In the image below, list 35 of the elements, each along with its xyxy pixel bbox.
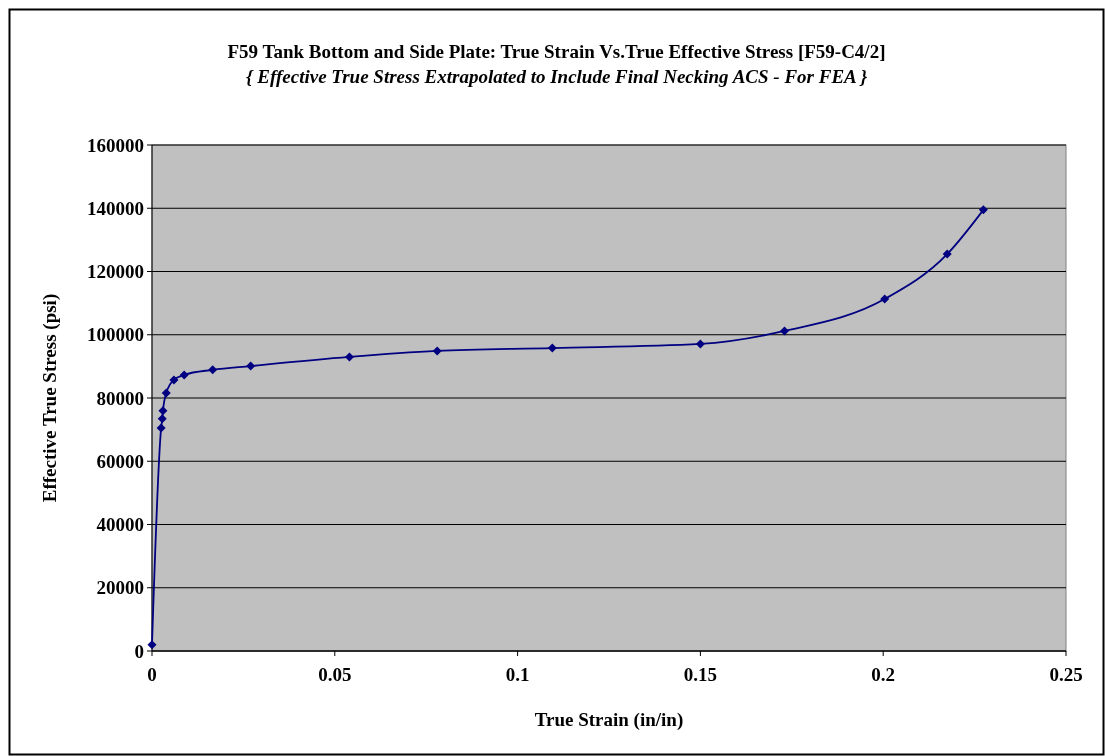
x-tick-label: 0.15 [683, 664, 718, 685]
y-tick-label: 80000 [96, 387, 144, 409]
x-tick-label: 0 [147, 664, 157, 685]
x-axis-title: True Strain (in/in) [534, 709, 684, 731]
point [161, 388, 171, 398]
x-tick-label: 0.1 [505, 664, 530, 685]
y-tick-label: 120000 [87, 261, 144, 283]
y-tick-label: 60000 [96, 450, 144, 472]
point [208, 365, 218, 375]
point [179, 370, 189, 380]
chart-title: F59 Tank Bottom and Side Plate: True Strain Vs.True Effective Stress [F59-C4/2] [227, 41, 886, 62]
y-tick-label: 0 [134, 640, 144, 662]
x-tick-label: 0.25 [1049, 664, 1083, 685]
point [942, 249, 952, 259]
point [344, 352, 354, 362]
y-tick-label: 20000 [96, 577, 144, 599]
y-axis-title: Effective True Stress (psi) [39, 293, 61, 503]
point [880, 294, 890, 304]
y-tick-label: 160000 [87, 134, 144, 156]
y-tick-label: 140000 [87, 197, 144, 219]
point [779, 326, 789, 336]
x-tick-label: 0.2 [871, 664, 896, 685]
y-tick-label: 40000 [96, 514, 144, 536]
point [158, 406, 168, 416]
point [978, 205, 988, 215]
point [432, 346, 442, 356]
point [246, 361, 256, 371]
point [695, 339, 705, 349]
y-tick-label: 100000 [87, 324, 144, 346]
point [156, 423, 166, 433]
chart-subtitle: { Effective True Stress Extrapolated to Include Final Necking ACS - For FEA } [245, 66, 868, 87]
point [169, 375, 179, 385]
x-tick-label: 0.05 [318, 664, 352, 685]
point [157, 414, 167, 424]
point [547, 343, 557, 353]
